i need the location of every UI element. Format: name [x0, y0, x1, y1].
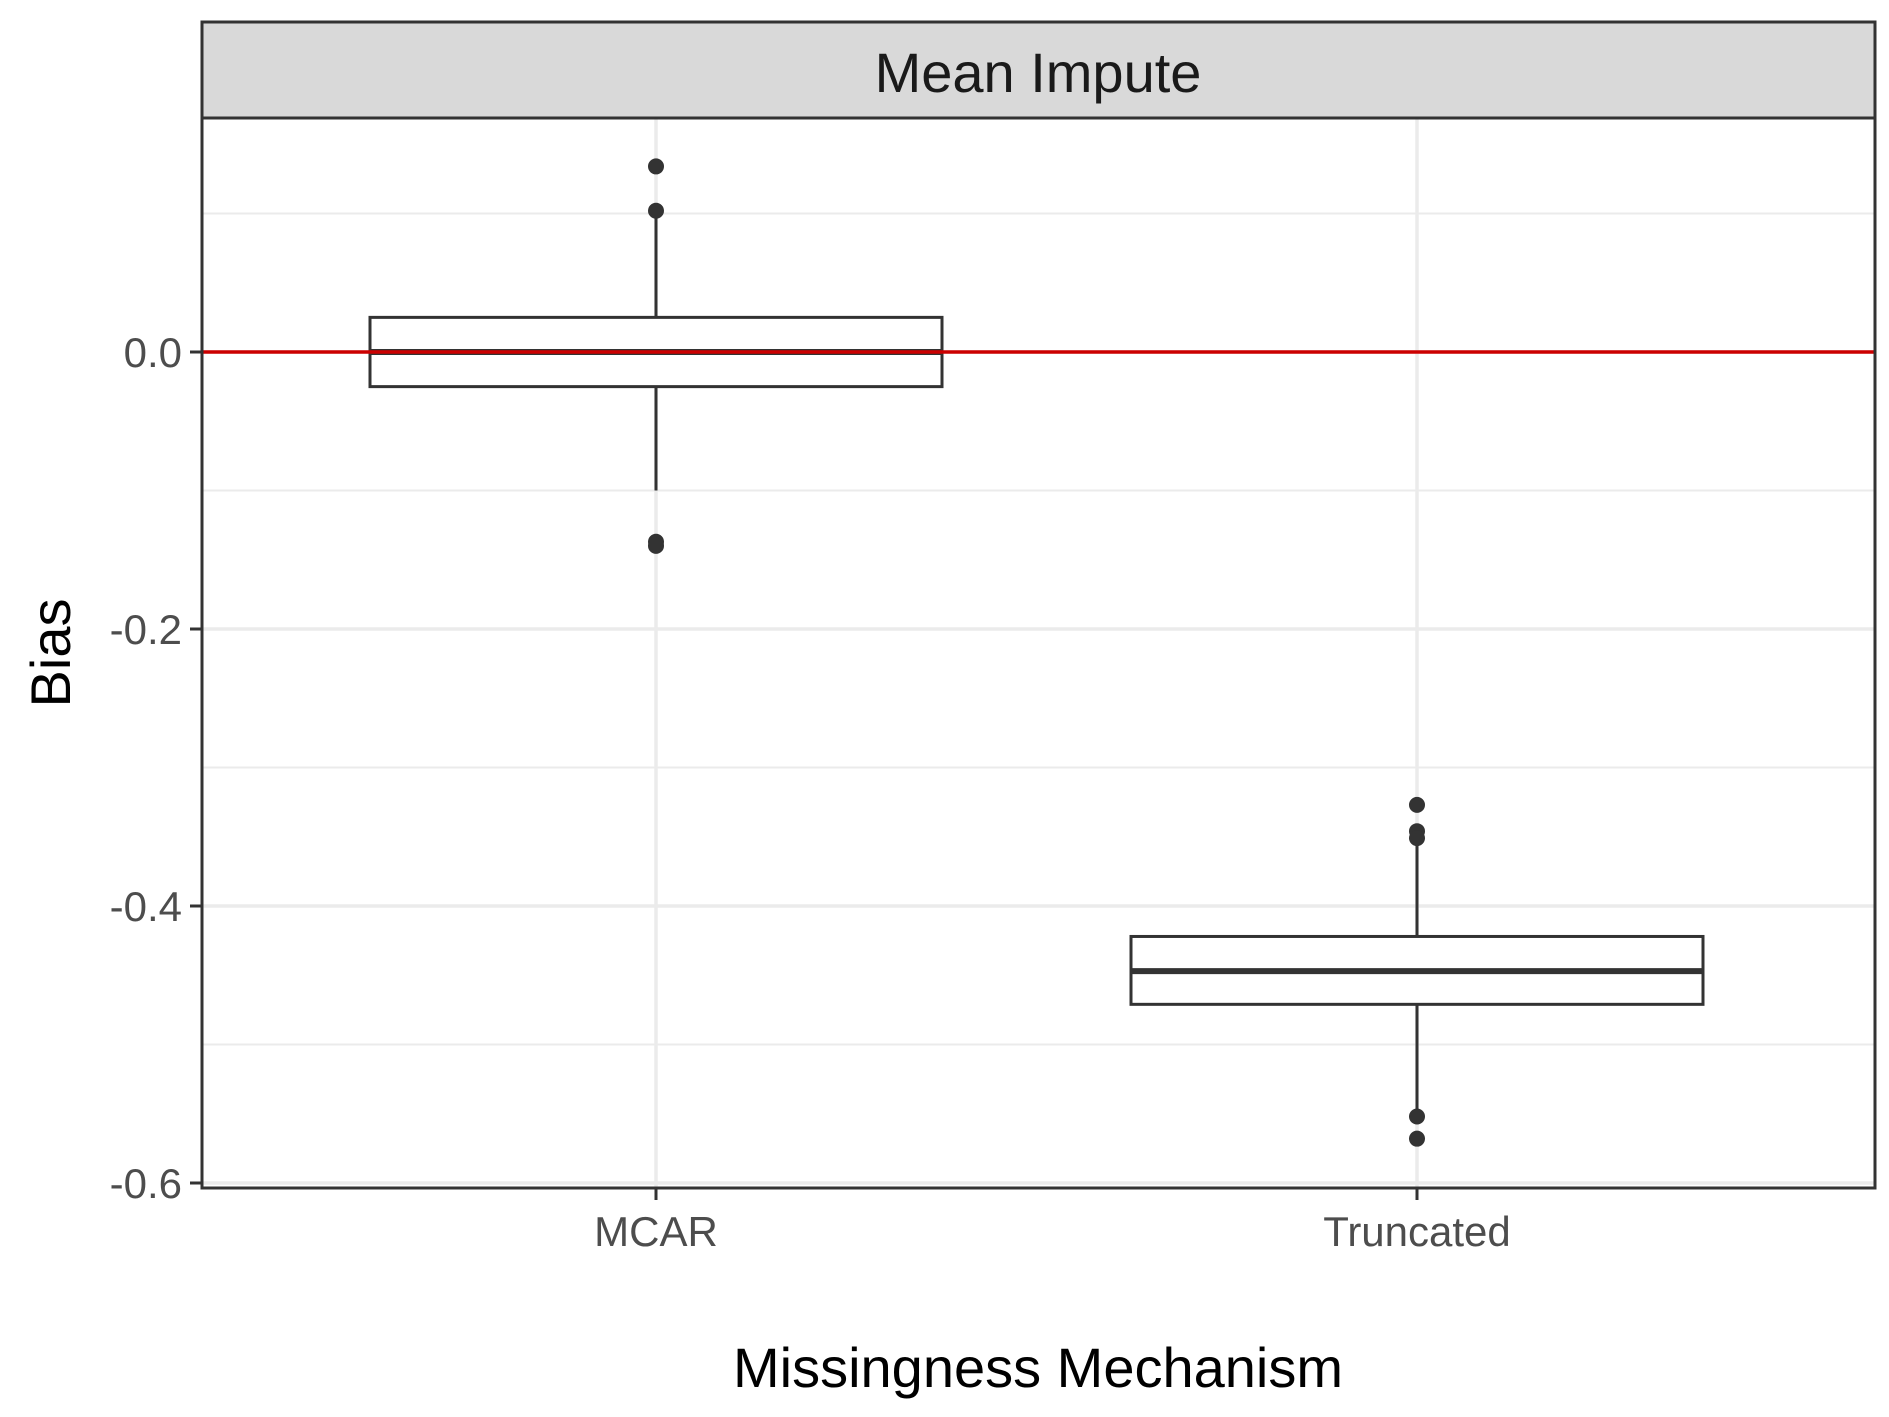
- outlier-point: [648, 158, 664, 175]
- facet-strip-label: Mean Impute: [875, 41, 1202, 104]
- y-tick-label: 0.0: [124, 329, 182, 376]
- outlier-point: [1409, 796, 1425, 813]
- box-truncated: [1129, 796, 1705, 1147]
- y-tick-label: -0.6: [110, 1160, 182, 1207]
- y-axis-title: Bias: [19, 599, 82, 708]
- x-axis-ticks: MCAR Truncated: [594, 1188, 1511, 1255]
- boxes-layer: [368, 158, 1705, 1147]
- grid-layer: [202, 118, 1875, 1188]
- outlier-point: [1409, 1130, 1425, 1147]
- outlier-point: [1409, 830, 1425, 847]
- outlier-point: [648, 202, 664, 219]
- y-tick-label: -0.4: [110, 883, 182, 930]
- y-axis-ticks: 0.0 -0.2 -0.4 -0.6: [110, 329, 202, 1207]
- outlier-point: [1409, 1108, 1425, 1125]
- panel-border: [200, 116, 1877, 1190]
- y-tick-label: -0.2: [110, 606, 182, 653]
- x-tick-label: Truncated: [1323, 1208, 1511, 1255]
- x-tick-label: MCAR: [594, 1208, 718, 1255]
- outlier-point: [648, 537, 664, 554]
- x-axis-title: Missingness Mechanism: [733, 1336, 1343, 1399]
- facet-strip: [200, 20, 1877, 120]
